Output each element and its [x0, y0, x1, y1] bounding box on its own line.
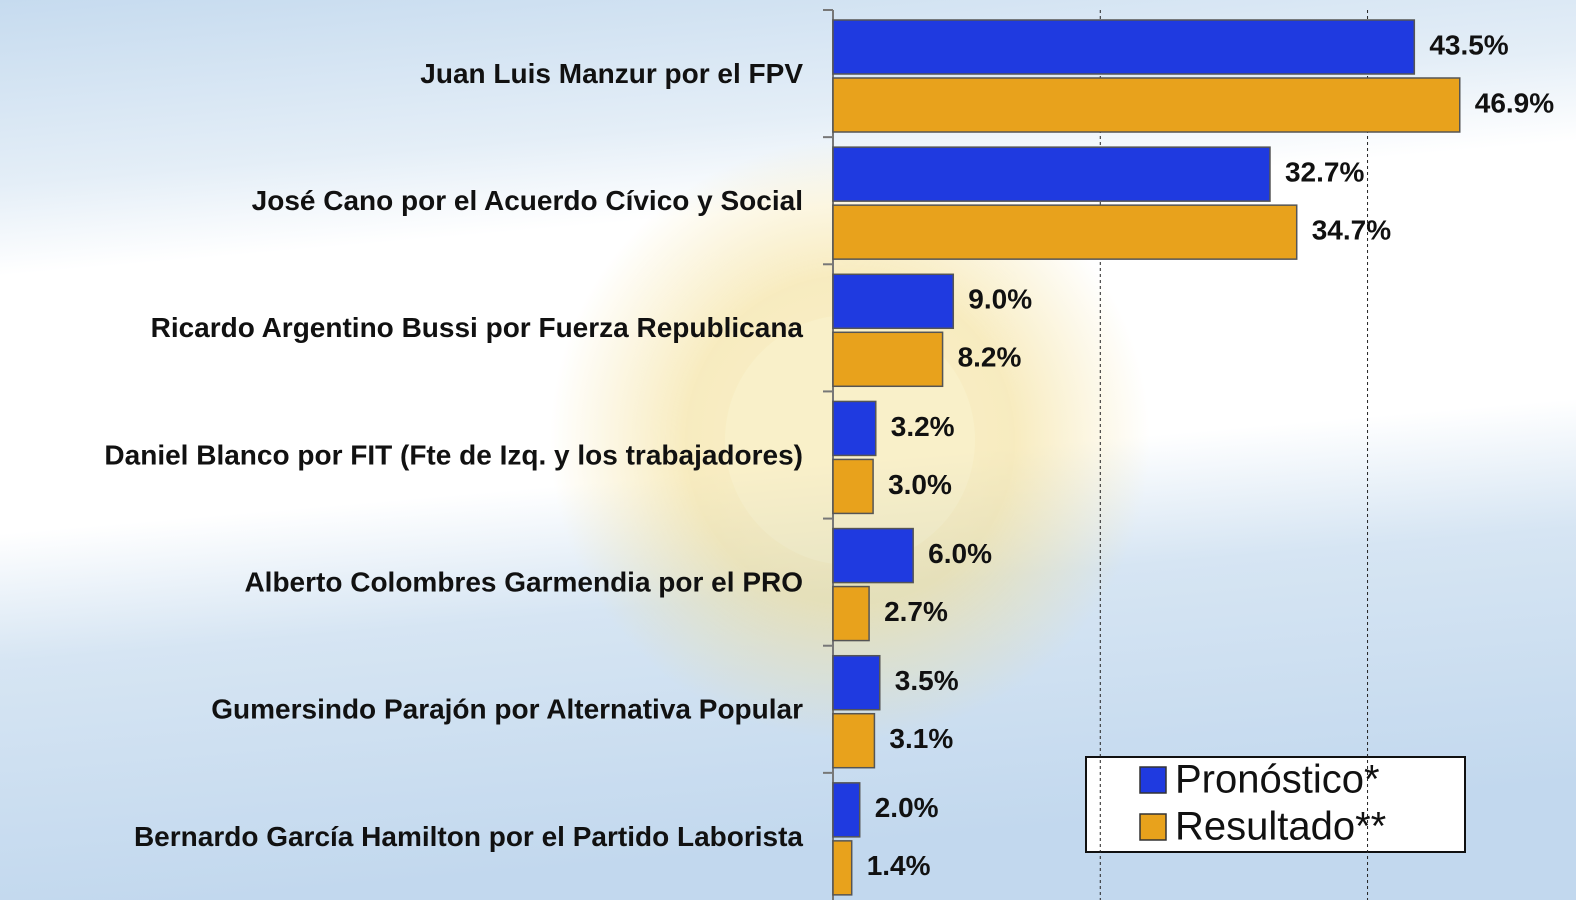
bar — [832, 458, 874, 515]
bar — [832, 331, 944, 388]
category-label: Ricardo Argentino Bussi por Fuerza Repub… — [151, 312, 804, 343]
category-label: Daniel Blanco por FIT (Fte de Izq. y los… — [104, 439, 803, 470]
bar — [832, 712, 876, 769]
value-label: 6.0% — [928, 538, 992, 569]
bar — [832, 273, 955, 330]
legend-label: Resultado** — [1175, 805, 1386, 849]
bar — [832, 400, 877, 457]
bar — [832, 19, 1416, 75]
category-label: Juan Luis Manzur por el FPV — [420, 58, 803, 89]
bar — [832, 204, 1298, 260]
bar — [832, 527, 914, 584]
value-label: 34.7% — [1312, 215, 1391, 246]
category-label: José Cano por el Acuerdo Cívico y Social — [252, 185, 803, 216]
category-label: Alberto Colombres Garmendia por el PRO — [244, 567, 803, 598]
bar — [832, 146, 1271, 202]
bar — [832, 654, 881, 711]
bar — [832, 585, 870, 642]
category-label: Gumersindo Parajón por Alternativa Popul… — [211, 694, 803, 725]
legend-label: Pronóstico* — [1175, 758, 1380, 802]
value-label: 8.2% — [958, 342, 1022, 373]
value-label: 1.4% — [867, 850, 931, 881]
value-label: 32.7% — [1285, 157, 1364, 188]
bar — [832, 77, 1461, 133]
value-label: 9.0% — [968, 284, 1032, 315]
legend-swatch — [1139, 813, 1167, 841]
value-label: 46.9% — [1475, 87, 1554, 118]
bar — [832, 840, 853, 896]
value-label: 3.5% — [895, 665, 959, 696]
value-label: 43.5% — [1429, 29, 1508, 60]
value-label: 2.7% — [884, 596, 948, 627]
bar — [832, 782, 861, 838]
category-label: Bernardo García Hamilton por el Partido … — [134, 821, 803, 852]
value-label: 3.0% — [888, 469, 952, 500]
value-label: 2.0% — [875, 792, 939, 823]
legend-swatch — [1139, 766, 1167, 794]
value-label: 3.2% — [891, 411, 955, 442]
value-label: 3.1% — [889, 723, 953, 754]
